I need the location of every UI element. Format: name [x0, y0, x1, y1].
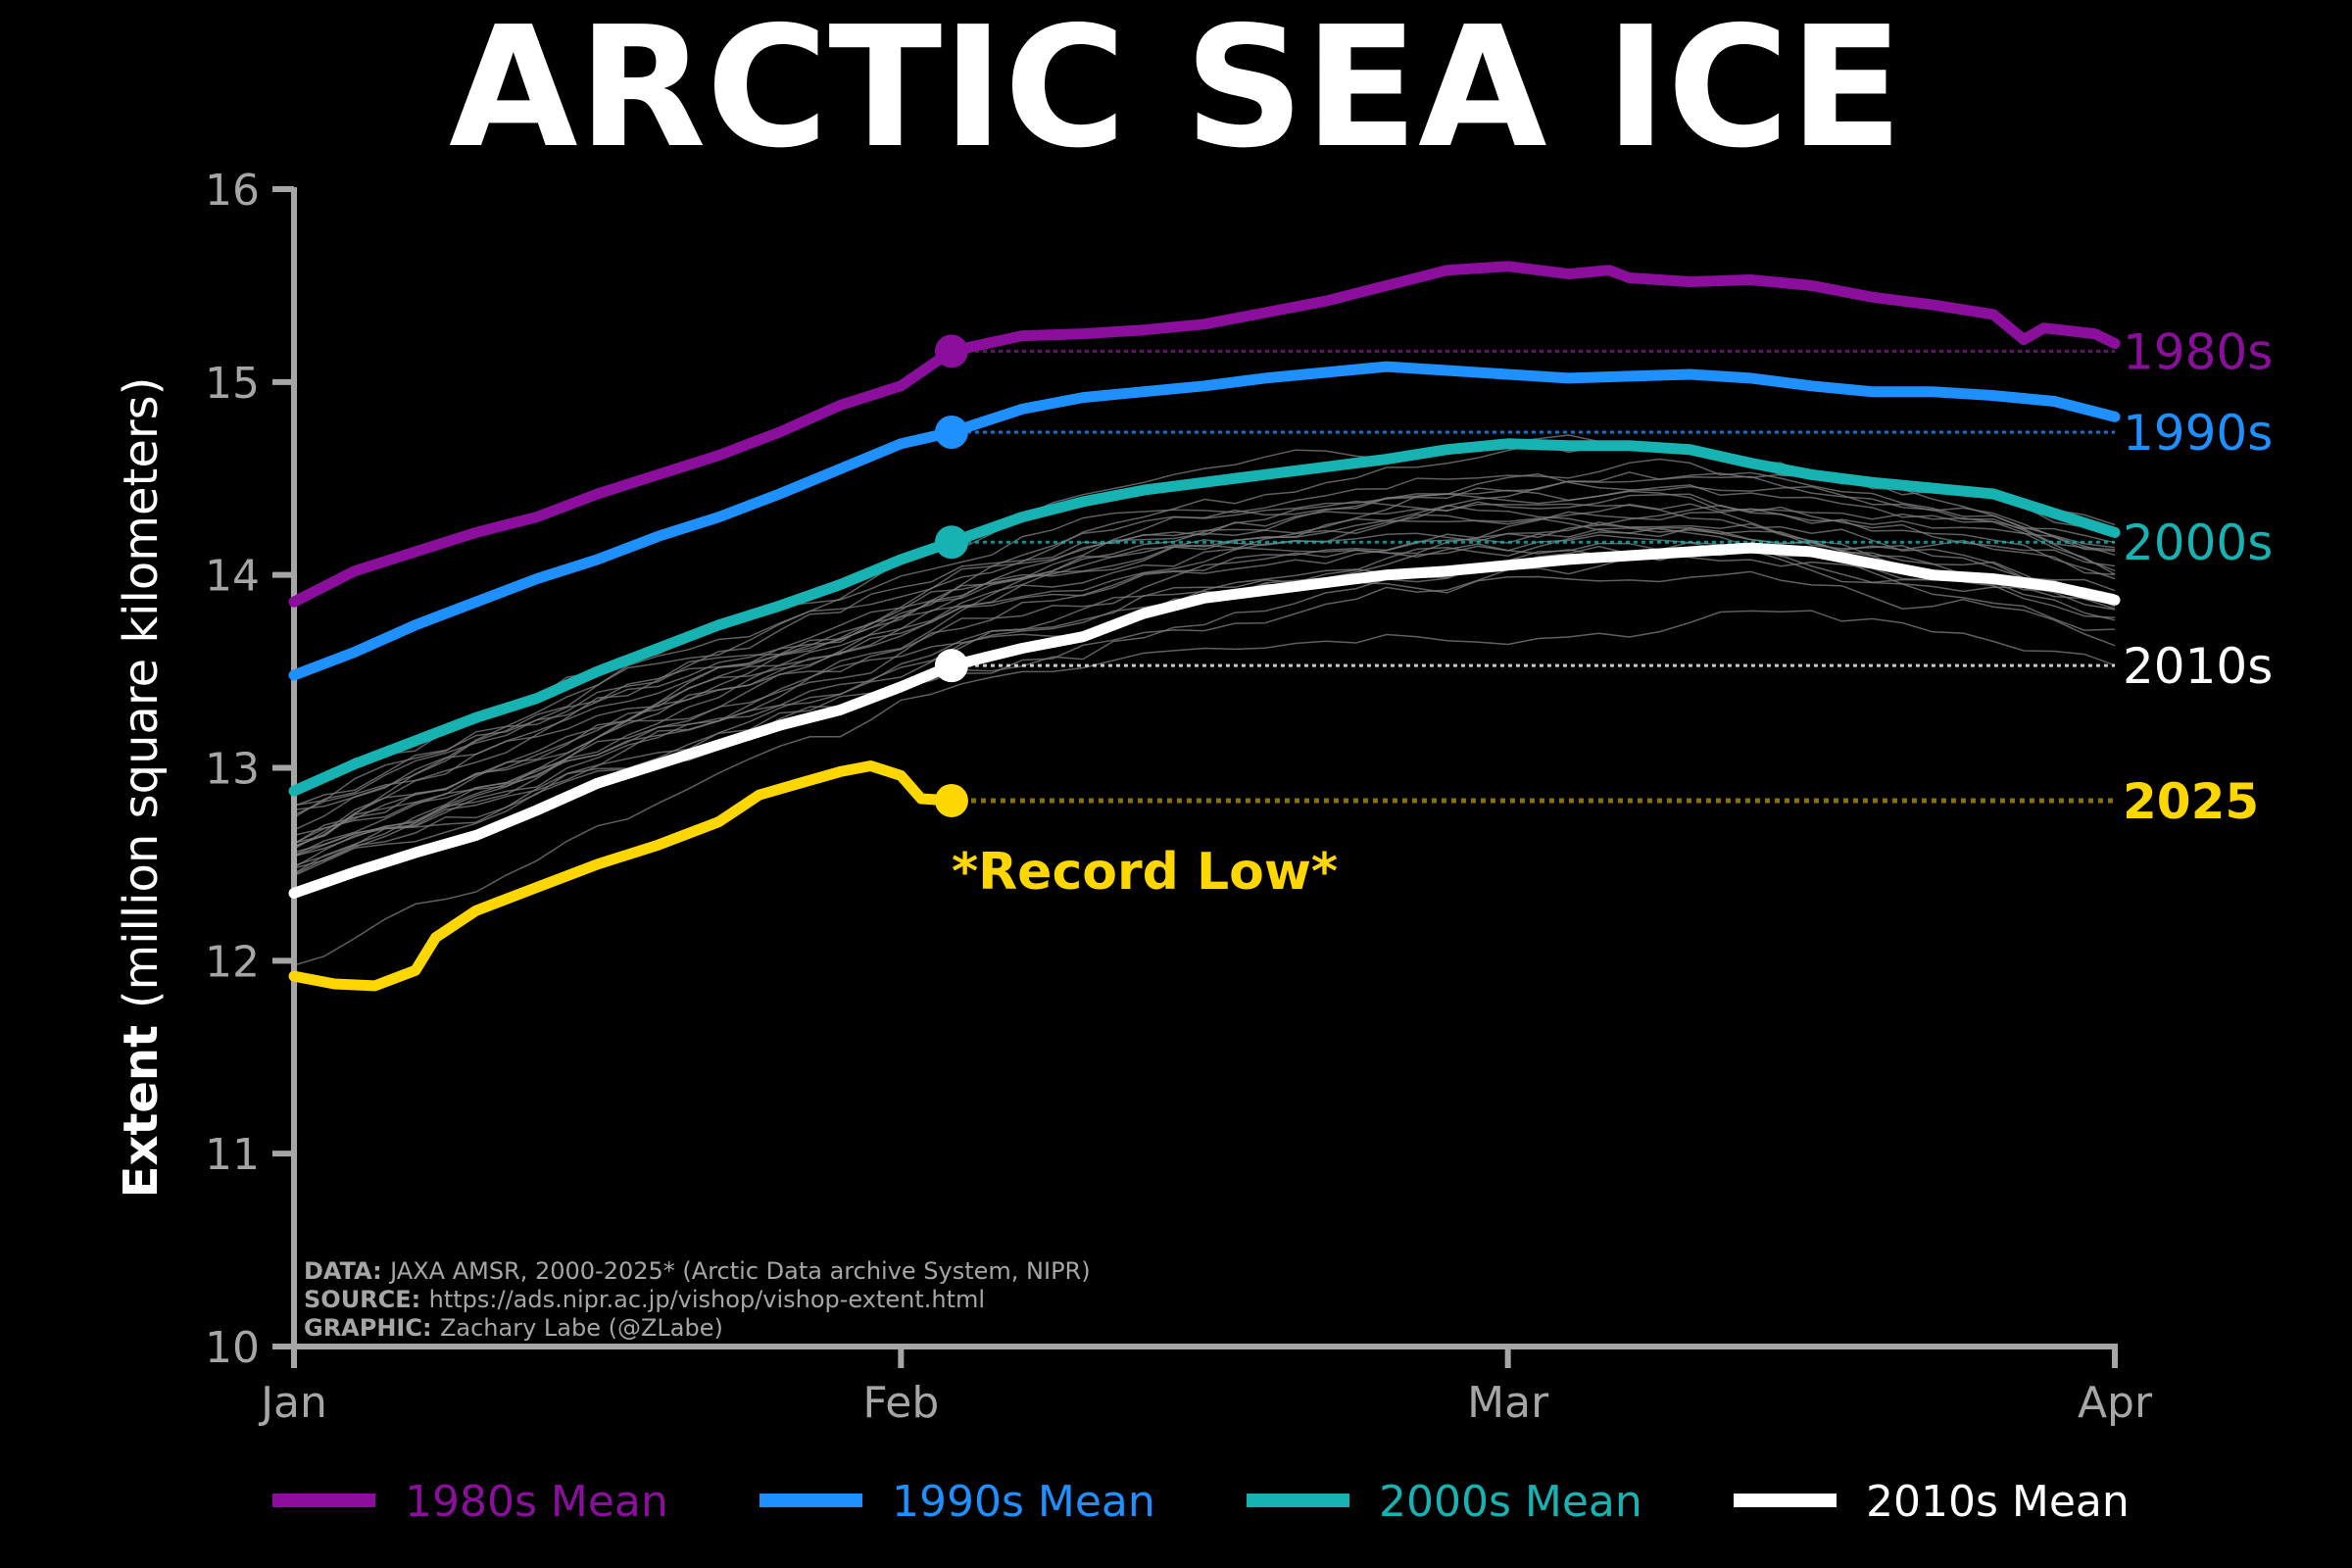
credit-text: Zachary Labe (@ZLabe)	[440, 1314, 723, 1342]
yearly-trace	[293, 551, 2116, 877]
credit-text: https://ads.nipr.ac.jp/vishop/vishop-ext…	[429, 1286, 985, 1313]
y-tick-label: 11	[205, 1130, 260, 1180]
y-tick-label: 15	[205, 359, 260, 409]
y-tick-label: 10	[205, 1323, 260, 1373]
credit-line: GRAPHIC: Zachary Labe (@ZLabe)	[304, 1314, 723, 1342]
series-label-2010s: 2010s	[2123, 638, 2273, 695]
series-marker-2000s	[934, 525, 968, 560]
x-tick-label: Jan	[258, 1378, 327, 1428]
series-line-2025	[288, 760, 957, 992]
yearly-trace	[293, 545, 2116, 875]
x-tick-label: Mar	[1467, 1378, 1549, 1428]
yearly-trace	[293, 489, 2116, 847]
y-axis-label-rest: (million square kilometers)	[114, 377, 169, 1009]
credit-label: GRAPHIC:	[304, 1314, 440, 1342]
series-marker-1990s	[934, 416, 968, 450]
credit-label: DATA:	[304, 1257, 390, 1285]
series-marker-1980s	[934, 334, 968, 368]
y-tick-label: 12	[205, 937, 260, 987]
yearly-trace	[293, 541, 2116, 868]
yearly-trace	[293, 493, 2116, 808]
chart-title: ARCTIC SEA ICE	[449, 0, 1903, 185]
series-line-1980s	[288, 261, 2121, 608]
legend-label: 1980s Mean	[405, 1477, 668, 1527]
yearly-trace	[293, 610, 2116, 966]
yearly-trace	[293, 570, 2116, 874]
series-marker-2025	[934, 783, 968, 817]
x-tick-label: Apr	[2078, 1378, 2153, 1428]
yearly-trace	[293, 527, 2116, 858]
series-label-1990s: 1990s	[2123, 405, 2273, 462]
series-marker-2010s	[934, 649, 968, 683]
x-tick-label: Feb	[862, 1378, 939, 1428]
credits: DATA: JAXA AMSR, 2000-2025* (Arctic Data…	[304, 1257, 1091, 1342]
series-line-1990s	[288, 361, 2121, 681]
y-axis-label-bold: Extent	[114, 1008, 169, 1198]
credit-label: SOURCE:	[304, 1286, 429, 1313]
legend-label: 2010s Mean	[1866, 1477, 2130, 1527]
series-line-2000s	[288, 438, 2121, 797]
y-tick-label: 14	[205, 552, 260, 602]
y-axis-label: Extent (million square kilometers)	[114, 377, 169, 1199]
series-label-2025: 2025	[2123, 773, 2259, 830]
credit-text: JAXA AMSR, 2000-2025* (Arctic Data archi…	[388, 1257, 1090, 1285]
record-low-annotation: *Record Low*	[952, 843, 1338, 902]
legend-label: 1990s Mean	[892, 1477, 1155, 1527]
yearly-lines	[293, 434, 2116, 966]
yearly-trace	[293, 471, 2116, 849]
series-label-1980s: 1980s	[2123, 323, 2273, 380]
credit-line: SOURCE: https://ads.nipr.ac.jp/vishop/vi…	[304, 1286, 985, 1313]
yearly-trace	[293, 503, 2116, 850]
yearly-trace	[293, 508, 2116, 845]
credit-line: DATA: JAXA AMSR, 2000-2025* (Arctic Data…	[304, 1257, 1091, 1285]
axes: 10 11 12 13 14 15 16 Jan Feb Mar Apr Extent (millio…	[114, 166, 2153, 1428]
y-tick-label: 13	[205, 745, 260, 795]
y-tick-label: 16	[205, 166, 260, 216]
yearly-trace	[293, 526, 2116, 854]
series-label-2000s: 2000s	[2123, 514, 2273, 571]
legend: 1980s Mean 1990s Mean 2000s Mean 2010s Mean	[272, 1477, 2130, 1527]
label-layer: 1980s 1990s 2000s 2010s 2025 *Record Low*	[952, 323, 2273, 902]
legend-label: 2000s Mean	[1379, 1477, 1642, 1527]
yearly-trace	[293, 517, 2116, 816]
series-layer	[288, 261, 2121, 992]
series-line-2010s	[288, 542, 2121, 899]
